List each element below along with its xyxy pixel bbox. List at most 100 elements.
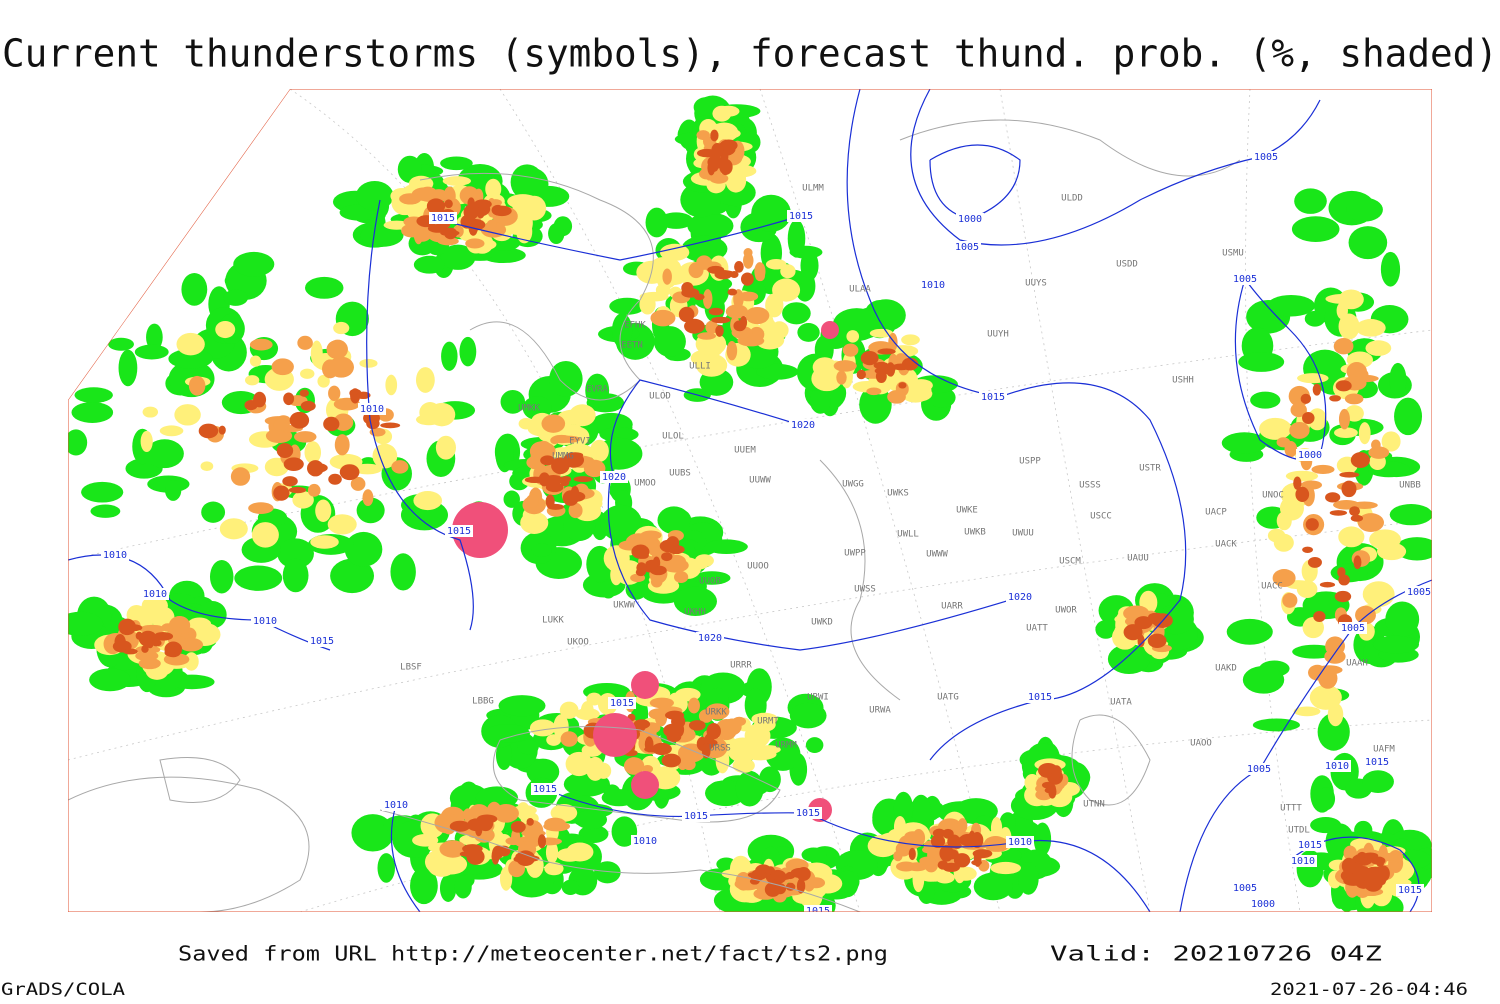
graticule (68, 89, 1432, 912)
station-code: UUOB (699, 577, 721, 587)
isobar-label: 1015 (789, 211, 813, 222)
station-code: USSS (1079, 481, 1101, 491)
shade-patch (351, 814, 395, 852)
shade-patch (1293, 706, 1321, 717)
shade-patch (937, 860, 949, 870)
shade-patch (138, 657, 161, 670)
shade-patch (549, 360, 583, 397)
shade-patch (725, 168, 747, 193)
shade-patch (108, 337, 134, 351)
shade-patch (145, 439, 184, 469)
shade-patch (519, 855, 540, 862)
station-code: ULMM (802, 184, 824, 194)
shade-patch (356, 391, 371, 400)
shade-patch (440, 244, 476, 270)
shade-patch (704, 539, 748, 555)
shade-patch (140, 609, 164, 624)
shade-patch (413, 490, 443, 511)
isobar-label: 1015 (1298, 840, 1322, 851)
shade-patch (908, 847, 916, 861)
shade-patch (742, 890, 757, 902)
shade-patch (912, 865, 925, 893)
shade-patch (770, 321, 789, 339)
station-code: UWPP (844, 549, 866, 559)
shade-patch (780, 264, 796, 279)
shade-patch (234, 565, 283, 591)
station-code: UKHH (684, 608, 706, 618)
shade-patch (1324, 649, 1346, 664)
shade-patch (1297, 373, 1329, 384)
isobar-label-box (794, 807, 822, 819)
shade-patch (559, 701, 579, 719)
station-code: UTTT (1280, 804, 1302, 814)
shade-patch (462, 844, 483, 854)
shade-patch (297, 335, 313, 350)
shade-patch (688, 262, 704, 279)
shade-patch (662, 268, 672, 285)
isobar-label-box (1252, 151, 1280, 163)
shade-patch (1355, 319, 1386, 337)
station-code: UACC (1261, 582, 1283, 592)
shade-patch (551, 457, 570, 475)
station-code: UWLL (897, 530, 919, 540)
shade-patch (1365, 340, 1392, 356)
shade-patch (626, 534, 647, 548)
shade-patch (958, 835, 979, 844)
isobar-label: 1010 (1325, 761, 1349, 772)
isobar-label: 1010 (103, 550, 127, 561)
shade-patch (611, 313, 633, 348)
shade-patch (678, 306, 695, 323)
shade-patch (661, 552, 673, 562)
station-code: ULDD (1061, 194, 1083, 204)
shade-patch (715, 718, 738, 741)
shade-patch (68, 611, 104, 636)
station-code: UNBB (1399, 481, 1421, 491)
shade-patch (765, 258, 787, 270)
shade-patch (1147, 633, 1167, 649)
shade-patch (912, 829, 926, 847)
shade-patch (697, 332, 717, 340)
shade-patch (391, 460, 409, 474)
shade-patch (467, 197, 475, 209)
shade-patch (1238, 352, 1285, 372)
shade-patch (545, 482, 564, 493)
shade-patch (1302, 546, 1314, 553)
shade-patch (744, 723, 771, 748)
shade-patch (1252, 718, 1301, 732)
shade-patch (650, 309, 676, 327)
shade-patch (971, 859, 982, 866)
shade-patch (695, 353, 728, 377)
shade-patch (743, 247, 753, 258)
shade-patch (380, 422, 401, 429)
shade-patch (1107, 643, 1151, 675)
shade-patch (1333, 338, 1354, 355)
shade-patch (703, 289, 713, 309)
shade-patch (1338, 408, 1350, 430)
shade-patch (334, 434, 350, 456)
shade-patch (726, 340, 738, 361)
shade-patch (681, 281, 694, 295)
station-code: URWA (869, 706, 891, 716)
shade-patch (273, 419, 289, 431)
isobar-label: 1005 (955, 242, 979, 253)
shade-patch (715, 325, 724, 337)
shade-patch (1272, 569, 1296, 588)
shade-patch (1334, 427, 1358, 439)
station-code: UUBS (669, 469, 691, 479)
shade-patch (503, 490, 520, 508)
shade-patch (719, 139, 738, 152)
shade-patch (957, 818, 968, 834)
shade-patch (733, 320, 747, 332)
station-code: USPP (1019, 457, 1041, 467)
station-code: USMU (1222, 249, 1244, 259)
isobar-label: 1020 (602, 472, 626, 483)
shade-patch (140, 430, 153, 453)
isobar-label: 1005 (1407, 587, 1431, 598)
shade-patch (1362, 581, 1395, 608)
shade-patch (426, 198, 446, 214)
shade-patch (510, 164, 544, 200)
shade-patch (172, 626, 182, 639)
shade-patch (491, 204, 505, 216)
storm-symbol (593, 713, 637, 757)
isobar-label-box (1363, 756, 1391, 768)
